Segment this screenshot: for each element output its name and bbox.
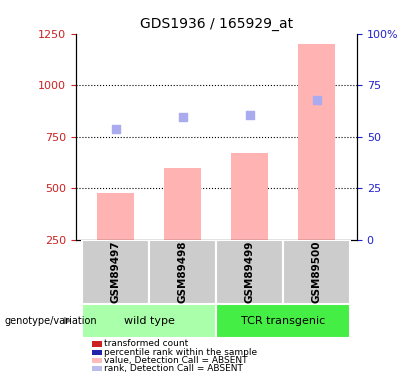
- Text: GSM89500: GSM89500: [312, 241, 322, 303]
- Point: [247, 112, 253, 118]
- Title: GDS1936 / 165929_at: GDS1936 / 165929_at: [140, 17, 293, 32]
- Text: GSM89499: GSM89499: [245, 241, 255, 303]
- Bar: [216, 240, 284, 304]
- Bar: [231, 153, 268, 240]
- Text: value, Detection Call = ABSENT: value, Detection Call = ABSENT: [104, 356, 248, 365]
- Text: percentile rank within the sample: percentile rank within the sample: [104, 348, 257, 357]
- Point: [313, 97, 320, 103]
- Text: rank, Detection Call = ABSENT: rank, Detection Call = ABSENT: [104, 364, 243, 373]
- Text: genotype/variation: genotype/variation: [4, 316, 97, 326]
- Text: TCR transgenic: TCR transgenic: [241, 316, 326, 326]
- Bar: [284, 240, 350, 304]
- Point: [179, 114, 186, 120]
- Bar: [216, 304, 350, 338]
- Text: wild type: wild type: [124, 316, 175, 326]
- Text: GSM89497: GSM89497: [111, 241, 121, 303]
- Bar: [97, 193, 134, 240]
- Bar: [149, 240, 216, 304]
- Text: GSM89498: GSM89498: [178, 241, 188, 303]
- Text: transformed count: transformed count: [104, 339, 189, 348]
- Point: [113, 126, 119, 132]
- Bar: [298, 44, 335, 240]
- Bar: [164, 168, 201, 240]
- Bar: [82, 304, 216, 338]
- Bar: [82, 240, 149, 304]
